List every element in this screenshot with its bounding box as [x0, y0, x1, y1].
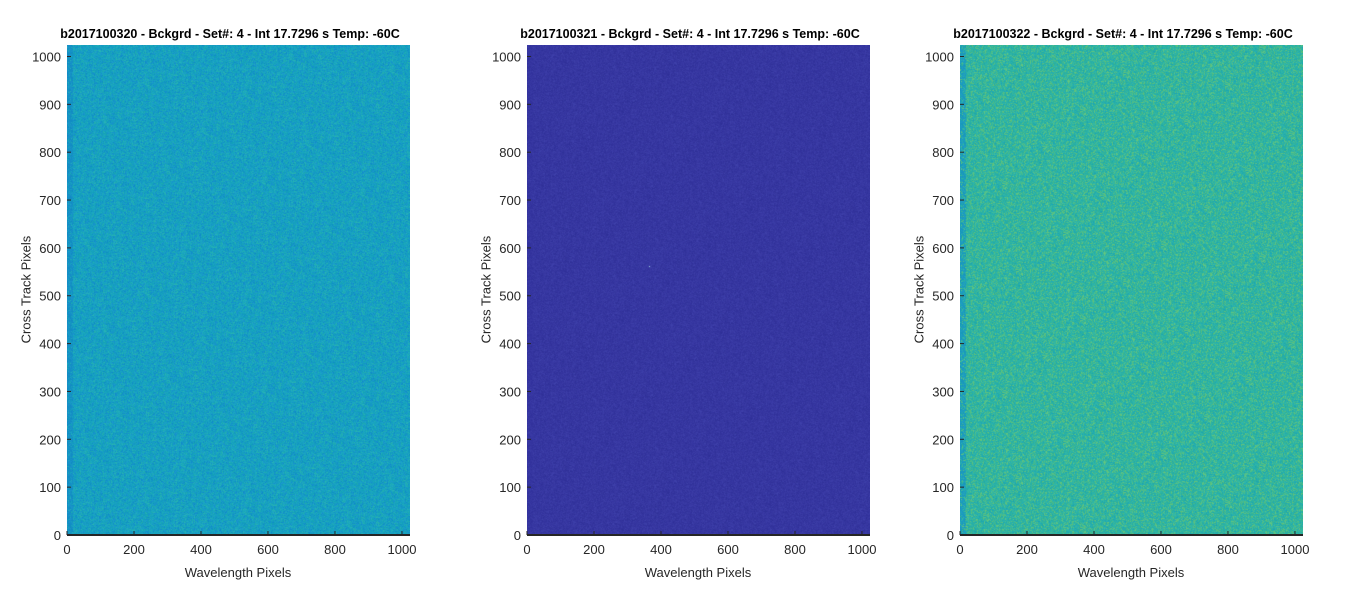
y-tick-label: 800	[499, 145, 521, 160]
y-tick-label: 600	[932, 241, 954, 256]
y-tick-label: 100	[499, 480, 521, 495]
y-tick-label: 300	[39, 384, 61, 399]
y-axis-label: Cross Track Pixels	[18, 235, 34, 344]
y-tick-label: 1000	[925, 49, 954, 64]
x-tick-label: 600	[257, 542, 279, 557]
y-tick-label: 900	[39, 97, 61, 112]
y-tick-label: 800	[39, 145, 61, 160]
y-tick-label: 300	[499, 384, 521, 399]
y-tick-label: 700	[932, 193, 954, 208]
y-tick-label: 200	[499, 432, 521, 447]
plot-2: b2017100321 - Bckgrd - Set#: 4 - Int 17.…	[460, 0, 920, 600]
axes-svg: 0 200 400 600 800 1000 0 100 200 300 400 500 600 700 8…	[32, 49, 416, 557]
y-tick-label: 500	[932, 289, 954, 304]
x-tick-label: 1000	[1281, 542, 1310, 557]
y-tick-label: 200	[39, 432, 61, 447]
y-tick-label: 100	[932, 480, 954, 495]
y-tick-label: 1000	[32, 49, 61, 64]
axes-svg: 0 200 400 600 800 1000 0 100 200 300 400 500 600 700 8…	[925, 49, 1309, 557]
y-tick-label: 0	[947, 528, 954, 543]
y-tick-label: 400	[39, 337, 61, 352]
heatmap-image	[960, 45, 1303, 535]
x-tick-label: 600	[1150, 542, 1172, 557]
y-tick-label: 400	[932, 337, 954, 352]
plot-title: b2017100322 - Bckgrd - Set#: 4 - Int 17.…	[953, 27, 1293, 41]
y-tick-label: 700	[499, 193, 521, 208]
plot-3: b2017100322 - Bckgrd - Set#: 4 - Int 17.…	[893, 0, 1350, 600]
heatmap-axes: 0 200 400 600 800 1000 0 100 200 300 400 500 600 700 8…	[925, 45, 1309, 557]
y-tick-label: 0	[54, 528, 61, 543]
axes-svg: 0 200 400 600 800 1000 0 100 200 300 400 500 600 700 8…	[492, 49, 876, 557]
y-tick-label: 500	[499, 289, 521, 304]
x-tick-label: 1000	[388, 542, 417, 557]
y-axis-label: Cross Track Pixels	[478, 235, 494, 344]
x-axis-label: Wavelength Pixels	[1077, 565, 1185, 580]
x-tick-label: 200	[123, 542, 145, 557]
y-tick-label: 500	[39, 289, 61, 304]
x-tick-label: 400	[1083, 542, 1105, 557]
y-tick-label: 1000	[492, 49, 521, 64]
y-tick-label: 100	[39, 480, 61, 495]
y-tick-label: 900	[499, 97, 521, 112]
heatmap-image	[527, 45, 870, 535]
plot-1: b2017100320 - Bckgrd - Set#: 4 - Int 17.…	[0, 0, 460, 600]
y-tick-label: 400	[499, 337, 521, 352]
x-tick-label: 400	[650, 542, 672, 557]
plot-title: b2017100321 - Bckgrd - Set#: 4 - Int 17.…	[520, 27, 860, 41]
y-tick-label: 600	[499, 241, 521, 256]
y-tick-label: 300	[932, 384, 954, 399]
plot-title: b2017100320 - Bckgrd - Set#: 4 - Int 17.…	[60, 27, 400, 41]
heatmap-axes: 0 200 400 600 800 1000 0 100 200 300 400 500 600 700 8…	[492, 45, 876, 557]
x-tick-label: 200	[583, 542, 605, 557]
x-tick-label: 600	[717, 542, 739, 557]
x-tick-label: 0	[956, 542, 963, 557]
y-tick-label: 0	[514, 528, 521, 543]
y-tick-label: 700	[39, 193, 61, 208]
y-tick-label: 900	[932, 97, 954, 112]
x-tick-label: 0	[63, 542, 70, 557]
y-axis-label: Cross Track Pixels	[911, 235, 927, 344]
y-tick-label: 200	[932, 432, 954, 447]
heatmap-image	[67, 45, 410, 535]
x-tick-label: 0	[523, 542, 530, 557]
x-axis-label: Wavelength Pixels	[184, 565, 292, 580]
x-tick-label: 800	[324, 542, 346, 557]
x-tick-label: 200	[1016, 542, 1038, 557]
y-tick-label: 800	[932, 145, 954, 160]
x-tick-label: 800	[1217, 542, 1239, 557]
x-tick-label: 800	[784, 542, 806, 557]
x-axis-label: Wavelength Pixels	[644, 565, 752, 580]
heatmap-axes: 0 200 400 600 800 1000 0 100 200 300 400 500 600 700 8…	[32, 45, 416, 557]
x-tick-label: 1000	[848, 542, 877, 557]
y-tick-label: 600	[39, 241, 61, 256]
x-tick-label: 400	[190, 542, 212, 557]
